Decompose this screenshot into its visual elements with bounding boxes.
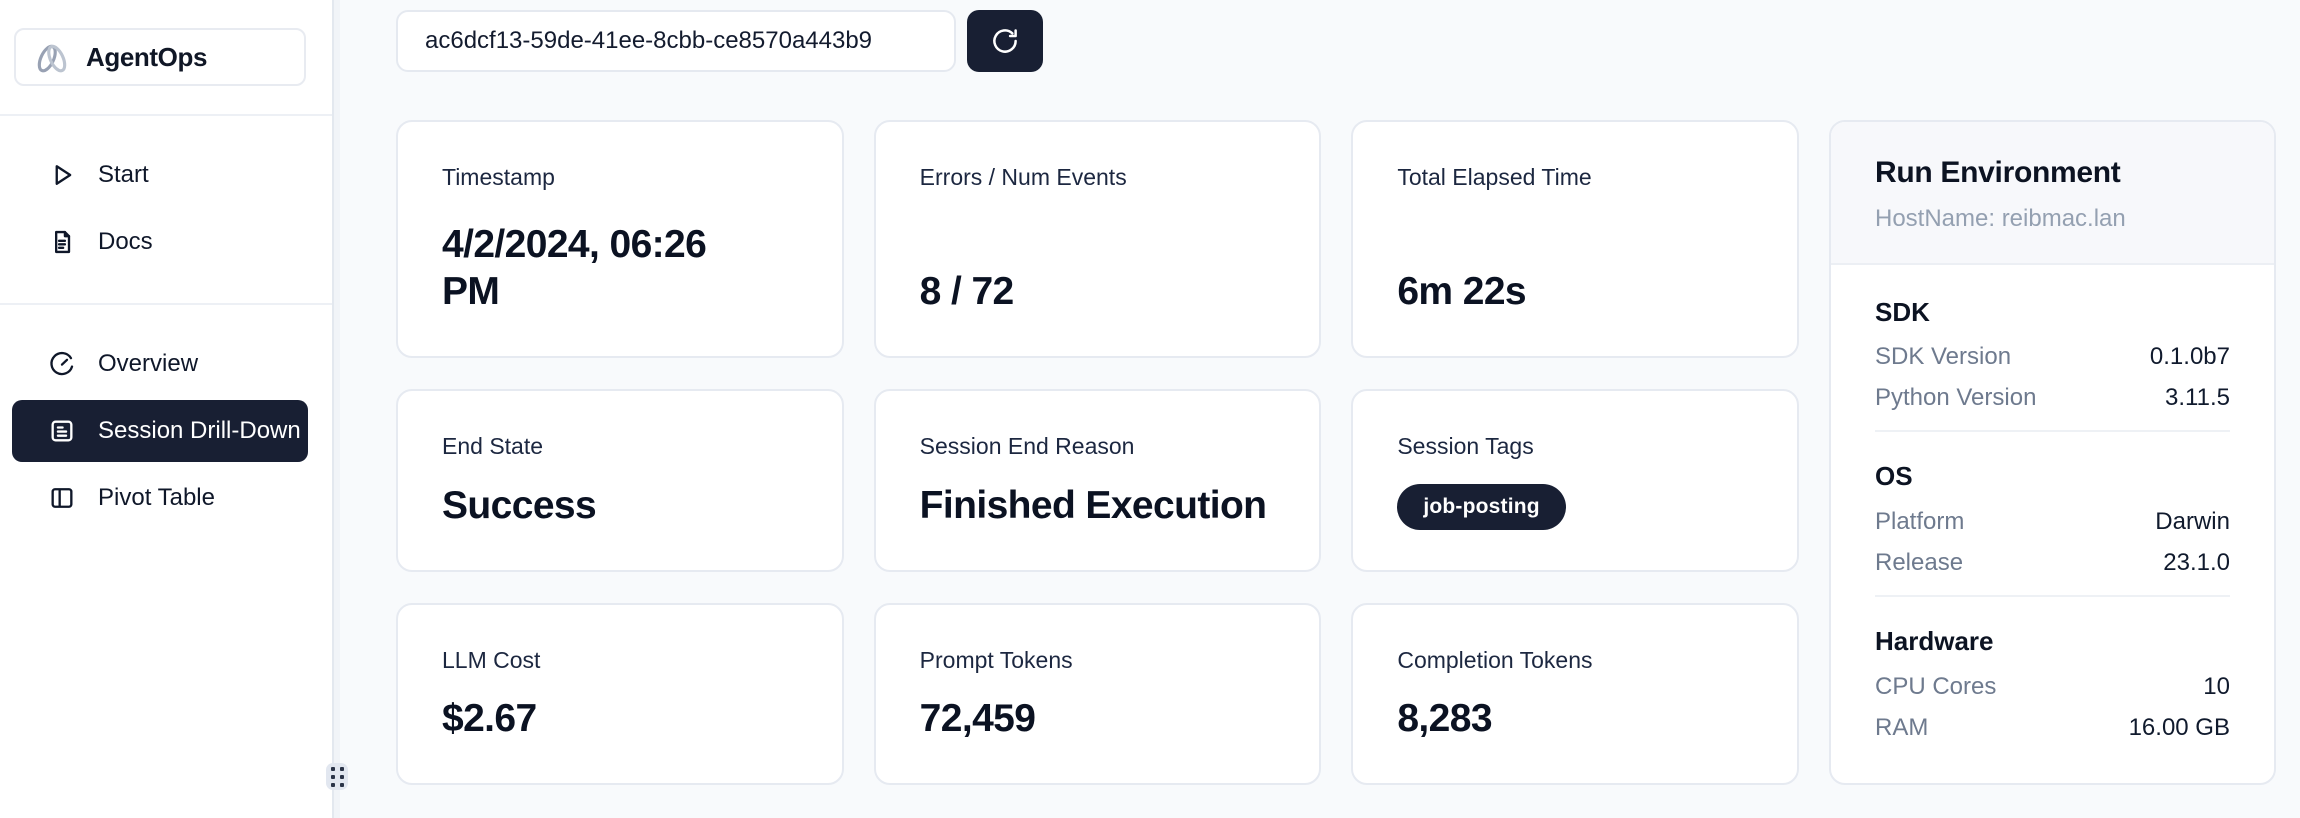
- card-value: 4/2/2024, 06:26 PM: [442, 223, 707, 314]
- sidebar-item-session-drill-down[interactable]: Session Drill-Down: [12, 400, 308, 462]
- sidebar-item-label: Docs: [98, 228, 153, 255]
- card-prompt-tokens: Prompt Tokens 72,459: [873, 603, 1322, 785]
- env-row-ram: RAM 16.00 GB: [1875, 714, 2230, 742]
- sidebar-item-label: Overview: [98, 350, 199, 377]
- section-heading-sdk: SDK: [1874, 296, 1930, 327]
- run-environment-header: Run Environment HostName: reibmac.lan: [1830, 122, 2274, 265]
- card-value: 8,283: [1397, 697, 1492, 741]
- refresh-button[interactable]: [967, 10, 1043, 72]
- card-session-end-reason: Session End Reason Finished Execution: [873, 389, 1322, 572]
- section-heading-os: OS: [1874, 461, 1913, 492]
- card-session-tags: Session Tags job-posting: [1351, 389, 1799, 572]
- gauge-icon: [48, 350, 76, 378]
- env-row-python-version: Python Version 3.11.5: [1875, 384, 2230, 412]
- env-value: 0.1.0b7: [2149, 343, 2230, 371]
- resize-handle[interactable]: [326, 763, 348, 790]
- sidebar-item-overview[interactable]: Overview: [12, 333, 308, 395]
- card-label: Session Tags: [1397, 433, 1534, 459]
- section-heading-hardware: Hardware: [1874, 626, 1994, 657]
- panel-title: Run Environment: [1874, 156, 2121, 189]
- run-environment-panel: Run Environment HostName: reibmac.lan SD…: [1828, 120, 2276, 785]
- env-value: 10: [2203, 673, 2230, 701]
- env-row-sdk-version: SDK Version 0.1.0b7: [1875, 343, 2230, 371]
- card-llm-cost: LLM Cost $2.67: [396, 603, 844, 785]
- card-value: $2.67: [442, 697, 537, 741]
- sidebar-item-pivot-table[interactable]: Pivot Table: [12, 467, 308, 529]
- sidebar-item-label: Pivot Table: [98, 484, 215, 511]
- env-value: 23.1.0: [2163, 549, 2230, 577]
- card-total-elapsed-time: Total Elapsed Time 6m 22s: [1351, 120, 1799, 358]
- document-icon: [48, 228, 76, 256]
- card-label: Timestamp: [442, 164, 555, 190]
- env-row-cpu-cores: CPU Cores 10: [1875, 673, 2230, 701]
- run-environment-body: SDK SDK Version 0.1.0b7 Python Version 3…: [1831, 265, 2274, 776]
- sidebar-nav: Start Docs Overview: [0, 116, 332, 534]
- columns-icon: [48, 484, 76, 512]
- card-value: 72,459: [919, 697, 1036, 741]
- card-label: Session End Reason: [919, 433, 1135, 459]
- card-label: End State: [442, 433, 544, 459]
- card-value: Success: [442, 484, 597, 528]
- card-errors-num-events: Errors / Num Events 8 / 72: [873, 120, 1322, 358]
- env-label: Release: [1874, 549, 1964, 577]
- card-label: Prompt Tokens: [919, 647, 1073, 673]
- env-row-release: Release 23.1.0: [1875, 549, 2230, 577]
- session-tag-badge: job-posting: [1397, 484, 1566, 530]
- sidebar-gutter: [326, 0, 348, 818]
- session-id-input[interactable]: [396, 10, 956, 72]
- metrics-grid: Timestamp 4/2/2024, 06:26 PM Errors / Nu…: [396, 120, 2276, 785]
- env-value: Darwin: [2155, 508, 2230, 536]
- play-icon: [48, 161, 76, 189]
- agentops-logo-icon: [31, 36, 73, 78]
- refresh-icon: [990, 26, 1020, 56]
- card-label: Total Elapsed Time: [1397, 164, 1592, 190]
- card-value: Finished Execution: [919, 484, 1267, 528]
- card-label: LLM Cost: [442, 647, 541, 673]
- sidebar-divider: [0, 303, 332, 305]
- sidebar-item-docs[interactable]: Docs: [12, 211, 308, 273]
- section-divider: [1874, 430, 2230, 433]
- card-value: 6m 22s: [1397, 270, 1527, 314]
- section-divider: [1874, 595, 2230, 598]
- sidebar: AgentOps Start Docs: [0, 0, 334, 818]
- env-value: 16.00 GB: [2128, 714, 2230, 742]
- sidebar-item-start[interactable]: Start: [12, 144, 308, 206]
- env-label: CPU Cores: [1874, 673, 1997, 701]
- sidebar-divider: [0, 114, 332, 116]
- env-label: Python Version: [1874, 384, 2037, 412]
- card-label: Errors / Num Events: [919, 164, 1127, 190]
- env-value: 3.11.5: [2165, 384, 2230, 412]
- sidebar-item-label: Start: [98, 161, 149, 188]
- brand-logo[interactable]: AgentOps: [14, 28, 306, 86]
- card-timestamp: Timestamp 4/2/2024, 06:26 PM: [396, 120, 844, 358]
- env-label: Platform: [1874, 508, 1965, 536]
- card-end-state: End State Success: [396, 389, 844, 572]
- card-completion-tokens: Completion Tokens 8,283: [1351, 603, 1799, 785]
- env-label: SDK Version: [1874, 343, 2012, 371]
- list-icon: [48, 417, 76, 445]
- sidebar-item-label: Session Drill-Down: [98, 417, 301, 444]
- card-label: Completion Tokens: [1397, 647, 1593, 673]
- brand-name: AgentOps: [86, 41, 208, 72]
- env-label: RAM: [1874, 714, 1929, 742]
- hostname-text: HostName: reibmac.lan: [1874, 204, 2126, 232]
- main-content: Timestamp 4/2/2024, 06:26 PM Errors / Nu…: [340, 0, 2300, 818]
- env-row-platform: Platform Darwin: [1875, 508, 2230, 536]
- card-value: 8 / 72: [919, 270, 1015, 314]
- session-id-bar: [396, 10, 2276, 72]
